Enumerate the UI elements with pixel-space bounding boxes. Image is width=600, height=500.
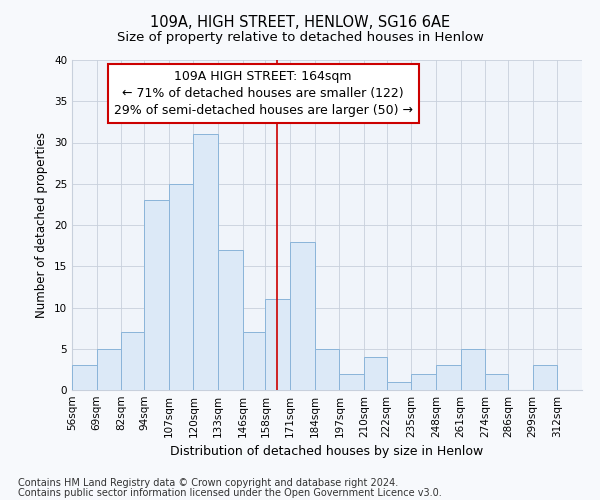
Bar <box>461 349 485 390</box>
Text: 109A, HIGH STREET, HENLOW, SG16 6AE: 109A, HIGH STREET, HENLOW, SG16 6AE <box>150 15 450 30</box>
Bar <box>290 242 314 390</box>
Bar <box>412 374 436 390</box>
Bar <box>242 332 265 390</box>
Bar <box>97 349 121 390</box>
Y-axis label: Number of detached properties: Number of detached properties <box>35 132 49 318</box>
Bar <box>340 374 364 390</box>
Bar <box>533 365 557 390</box>
Bar <box>121 332 144 390</box>
Bar <box>72 365 97 390</box>
Bar <box>193 134 218 390</box>
Bar <box>169 184 193 390</box>
X-axis label: Distribution of detached houses by size in Henlow: Distribution of detached houses by size … <box>170 446 484 458</box>
Text: Size of property relative to detached houses in Henlow: Size of property relative to detached ho… <box>116 31 484 44</box>
Bar <box>387 382 412 390</box>
Bar <box>485 374 508 390</box>
Bar <box>218 250 242 390</box>
Text: Contains public sector information licensed under the Open Government Licence v3: Contains public sector information licen… <box>18 488 442 498</box>
Bar <box>436 365 461 390</box>
Text: 109A HIGH STREET: 164sqm
← 71% of detached houses are smaller (122)
29% of semi-: 109A HIGH STREET: 164sqm ← 71% of detach… <box>114 70 413 117</box>
Bar <box>265 299 290 390</box>
Bar <box>364 357 387 390</box>
Bar <box>314 349 340 390</box>
Bar <box>144 200 169 390</box>
Text: Contains HM Land Registry data © Crown copyright and database right 2024.: Contains HM Land Registry data © Crown c… <box>18 478 398 488</box>
